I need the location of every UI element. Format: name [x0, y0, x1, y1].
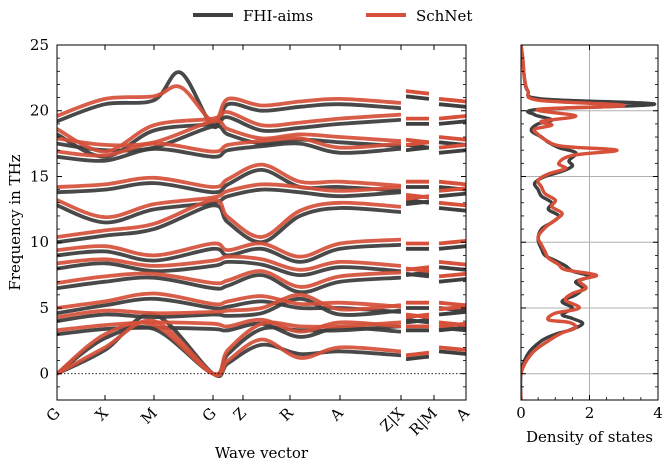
band-line-schnet-1-rm-a [438, 345, 466, 352]
band-line-fhiaims-9 [57, 203, 402, 245]
band-line-fhiaims-11 [57, 167, 402, 195]
band-line-fhiaims-10-rm-a [438, 191, 466, 199]
band-line-schnet-14-rm-a [438, 114, 466, 121]
band-line-schnet-10 [57, 182, 402, 220]
band-line-schnet-8-rm-a [438, 239, 466, 246]
band-y-tick-label-5: 5 [39, 299, 49, 317]
band-line-schnet-13-rm-a [438, 135, 466, 142]
band-line-fhiaims-9-rm-a [438, 206, 466, 213]
band-line-fhiaims-6-rm-a [438, 277, 466, 284]
band-line-schnet-3-rm-a [438, 320, 466, 327]
band-line-schnet-7 [57, 254, 402, 272]
dos-line-fhiaims [521, 45, 657, 400]
band-x-tick-label-9: A [452, 404, 473, 425]
band-line-fhiaims-4-zx-rm [405, 317, 430, 325]
band-line-schnet-10-zx-rm [405, 194, 430, 201]
dos-x-tick-label-0: 0 [516, 404, 526, 422]
legend-label-fhi-aims: FHI-aims [243, 7, 313, 25]
band-y-tick-label-10: 10 [30, 233, 49, 251]
band-line-schnet-5-rm-a [438, 300, 466, 308]
band-data-layer [57, 46, 466, 399]
band-line-fhiaims-12 [57, 141, 402, 163]
band-y-tick-label-20: 20 [30, 102, 49, 120]
band-line-fhiaims-4-rm-a [438, 310, 466, 317]
band-line-fhiaims-15-rm-a [438, 102, 466, 109]
band-line-schnet-13-zx-rm [405, 140, 430, 147]
band-line-schnet-15 [57, 84, 402, 124]
band-line-fhiaims-10-zx-rm [405, 199, 430, 206]
band-line-schnet-10-rm-a [438, 186, 466, 193]
band-y-tick-label-25: 25 [30, 36, 49, 54]
band-line-fhiaims-7-zx-rm [405, 270, 430, 277]
band-line-fhiaims-5 [57, 296, 402, 316]
band-line-schnet-9 [57, 198, 402, 239]
band-y-axis-title: Frequency in THz [6, 154, 24, 290]
band-line-schnet-7-zx-rm [405, 265, 430, 272]
band-line-fhiaims-7-rm-a [438, 265, 466, 272]
band-y-tick-label-15: 15 [30, 167, 49, 185]
band-line-fhiaims-12-rm-a [438, 148, 466, 155]
band-x-tick-label-7: Z|X [377, 404, 408, 435]
band-line-schnet-14 [57, 110, 402, 154]
dos-x-axis-title: Density of states [526, 428, 653, 446]
band-line-fhiaims-6 [57, 273, 402, 295]
band-plot-frame [56, 44, 467, 401]
band-x-tick-label-8: R|M [406, 404, 441, 439]
band-line-schnet-15-zx-rm [405, 89, 430, 96]
dos-x-tick-label-2: 2 [585, 404, 595, 422]
band-line-schnet-7-rm-a [438, 260, 466, 267]
band-line-schnet-5 [57, 291, 402, 310]
band-break-gap-2 [429, 46, 434, 399]
band-x-tick-label-1: X [92, 404, 113, 425]
band-break-gap-1 [401, 46, 406, 399]
band-line-schnet-8 [57, 237, 402, 259]
band-x-axis-title: Wave vector [215, 444, 309, 462]
band-line-schnet-6 [57, 269, 402, 289]
band-line-schnet-9-rm-a [438, 200, 466, 208]
band-x-tick-label-6: A [326, 404, 347, 425]
band-line-fhiaims-13-zx-rm [405, 145, 430, 153]
band-line-schnet-4-zx-rm [405, 312, 430, 320]
band-line-schnet-12 [57, 136, 402, 158]
band-line-fhiaims-4 [57, 296, 402, 323]
band-line-schnet-1-zx-rm [405, 350, 430, 358]
band-line-fhiaims-14-rm-a [438, 119, 466, 126]
band-line-schnet-1 [57, 318, 402, 378]
band-line-schnet-11-rm-a [438, 179, 466, 187]
band-line-fhiaims-3-rm-a [438, 325, 466, 333]
band-line-schnet-12-rm-a [438, 143, 466, 150]
band-x-tick-label-0: G [43, 404, 64, 425]
band-line-schnet-15-rm-a [438, 97, 466, 104]
band-line-fhiaims-1-rm-a [438, 349, 466, 356]
band-line-schnet-6-rm-a [438, 271, 466, 279]
dos-ticks: 0 2 4 [516, 44, 662, 422]
band-line-fhiaims-10 [57, 187, 402, 225]
band-line-fhiaims-15-zx-rm [405, 94, 430, 101]
legend-label-schnet: SchNet [416, 7, 472, 25]
band-line-fhiaims-1-zx-rm [405, 354, 430, 362]
dos-data-layer [521, 45, 657, 400]
band-line-fhiaims-7 [57, 259, 402, 278]
band-line-schnet-3 [57, 317, 402, 334]
band-line-schnet-11 [57, 162, 402, 189]
density-of-states-plot: 0 2 4 Density of states [516, 44, 662, 446]
legend: FHI-aims SchNet [193, 7, 472, 25]
band-x-tick-label-2: M [137, 404, 161, 428]
band-y-tick-label-0: 0 [39, 365, 49, 383]
band-x-tick-label-5: R [276, 404, 297, 425]
band-y-ticks: 0 5 10 15 20 25 [30, 36, 466, 388]
dos-line-schnet [521, 45, 626, 400]
band-line-fhiaims-8-rm-a [438, 244, 466, 251]
dos-x-tick-label-4: 4 [653, 404, 662, 422]
band-x-tick-label-4: Z [230, 404, 250, 424]
band-line-schnet-4 [57, 292, 402, 320]
band-x-tick-label-3: G [199, 404, 220, 425]
